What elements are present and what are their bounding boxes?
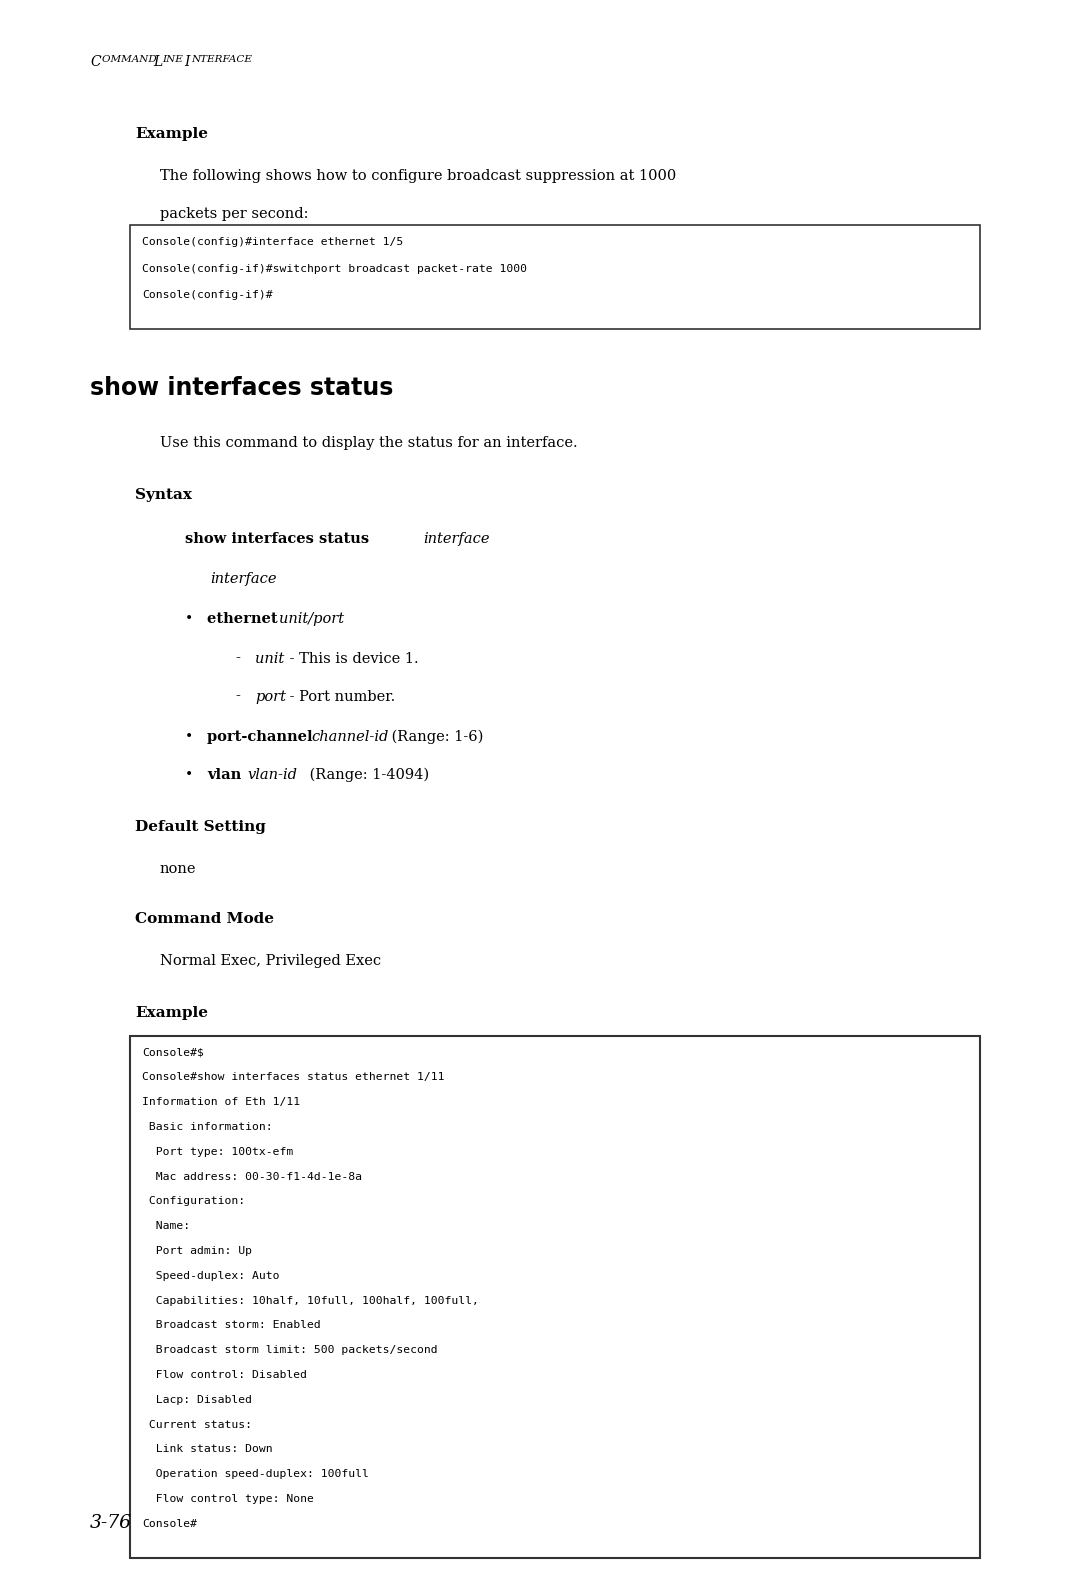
Text: vlan: vlan (207, 768, 246, 782)
Text: show interfaces status: show interfaces status (90, 375, 393, 399)
Text: Broadcast storm limit: 500 packets/second: Broadcast storm limit: 500 packets/secon… (141, 1345, 437, 1355)
Text: Current status:: Current status: (141, 1419, 252, 1430)
Text: Port admin: Up: Port admin: Up (141, 1247, 252, 1256)
Text: Console(config-if)#: Console(config-if)# (141, 290, 272, 300)
Text: Console#show interfaces status ethernet 1/11: Console#show interfaces status ethernet … (141, 1072, 445, 1082)
Text: NTERFACE: NTERFACE (191, 55, 252, 64)
Text: Command Mode: Command Mode (135, 912, 274, 925)
Text: -: - (235, 689, 240, 703)
Text: 3-76: 3-76 (90, 1513, 132, 1532)
Text: Capabilities: 10half, 10full, 100half, 100full,: Capabilities: 10half, 10full, 100half, 1… (141, 1295, 478, 1306)
Text: - Port number.: - Port number. (285, 689, 395, 703)
Text: L: L (153, 55, 163, 69)
Text: ethernet: ethernet (207, 611, 283, 625)
Text: Information of Eth 1/11: Information of Eth 1/11 (141, 1097, 300, 1107)
Text: (Range: 1-4094): (Range: 1-4094) (305, 768, 429, 782)
Text: packets per second:: packets per second: (160, 207, 309, 221)
Text: Syntax: Syntax (135, 488, 192, 501)
Text: The following shows how to configure broadcast suppression at 1000: The following shows how to configure bro… (160, 170, 676, 184)
Text: Lacp: Disabled: Lacp: Disabled (141, 1394, 252, 1405)
Text: - This is device 1.: - This is device 1. (285, 652, 419, 666)
Text: •: • (185, 768, 193, 782)
FancyBboxPatch shape (130, 225, 980, 328)
Text: •: • (185, 730, 193, 744)
Text: vlan-id: vlan-id (247, 768, 297, 782)
Text: Example: Example (135, 127, 208, 141)
Text: Flow control: Disabled: Flow control: Disabled (141, 1371, 307, 1380)
Text: Speed-duplex: Auto: Speed-duplex: Auto (141, 1270, 280, 1281)
Text: port-channel: port-channel (207, 730, 318, 744)
Text: Mac address: 00-30-f1-4d-1e-8a: Mac address: 00-30-f1-4d-1e-8a (141, 1171, 362, 1182)
Text: Link status: Down: Link status: Down (141, 1444, 272, 1454)
Text: INE: INE (162, 55, 186, 64)
Text: Name:: Name: (141, 1221, 190, 1231)
Text: I: I (184, 55, 189, 69)
Text: Basic information:: Basic information: (141, 1123, 272, 1132)
Text: interface: interface (210, 571, 276, 586)
Text: Port type: 100tx-efm: Port type: 100tx-efm (141, 1146, 294, 1157)
Text: •: • (185, 611, 193, 625)
Text: (Range: 1-6): (Range: 1-6) (387, 730, 484, 744)
Text: Configuration:: Configuration: (141, 1196, 245, 1206)
Text: port: port (255, 689, 286, 703)
Text: -: - (235, 652, 240, 666)
Text: unit: unit (255, 652, 284, 666)
Text: Use this command to display the status for an interface.: Use this command to display the status f… (160, 435, 578, 449)
Text: Default Setting: Default Setting (135, 820, 266, 834)
Text: Flow control type: None: Flow control type: None (141, 1495, 314, 1504)
Text: OMMAND: OMMAND (102, 55, 160, 64)
Text: Operation speed-duplex: 100full: Operation speed-duplex: 100full (141, 1470, 369, 1479)
Text: Console#$: Console#$ (141, 1047, 204, 1058)
Text: Broadcast storm: Enabled: Broadcast storm: Enabled (141, 1320, 321, 1330)
FancyBboxPatch shape (130, 1036, 980, 1557)
Text: unit/port: unit/port (279, 611, 345, 625)
Text: show interfaces status: show interfaces status (185, 532, 375, 545)
Text: none: none (160, 862, 197, 876)
Text: interface: interface (423, 532, 489, 545)
Text: Console(config)#interface ethernet 1/5: Console(config)#interface ethernet 1/5 (141, 237, 403, 246)
Text: Normal Exec, Privileged Exec: Normal Exec, Privileged Exec (160, 953, 381, 967)
Text: Console#: Console# (141, 1518, 197, 1529)
Text: Example: Example (135, 1005, 208, 1019)
Text: channel-id: channel-id (311, 730, 389, 744)
Text: Console(config-if)#switchport broadcast packet-rate 1000: Console(config-if)#switchport broadcast … (141, 264, 527, 273)
Text: C: C (90, 55, 100, 69)
